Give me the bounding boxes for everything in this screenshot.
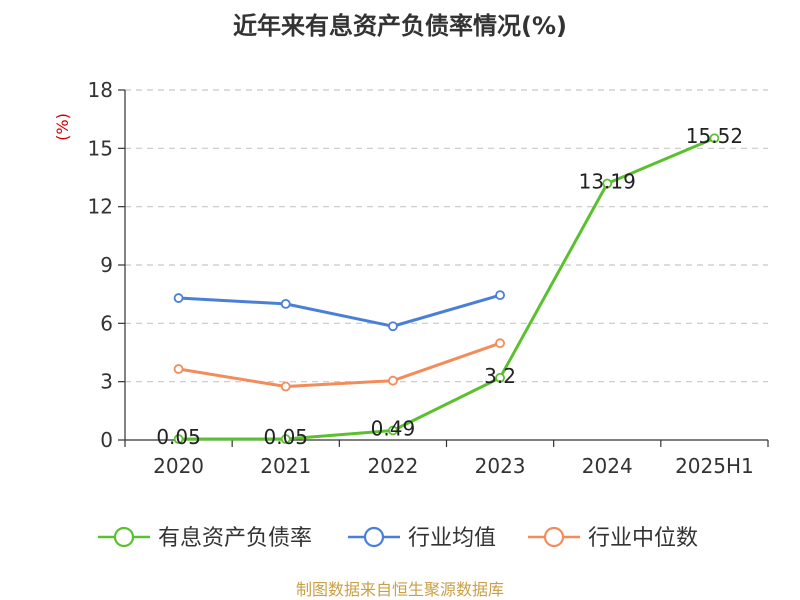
x-tick-label: 2022	[367, 454, 418, 478]
y-tick-label: 3	[100, 370, 113, 394]
data-label: 0.05	[263, 425, 308, 449]
data-label: 3.2	[484, 364, 516, 388]
y-tick-label: 9	[100, 253, 113, 277]
legend-label: 有息资产负债率	[158, 526, 312, 551]
series	[173, 133, 720, 444]
data-point	[495, 338, 505, 349]
data-point	[388, 375, 398, 386]
data-point	[495, 290, 505, 301]
x-tick-label: 2021	[260, 454, 311, 478]
series-line	[178, 341, 501, 389]
legend-label: 行业中位数	[588, 526, 698, 551]
x-tick-label: 2023	[475, 454, 526, 478]
x-tick-label: 2025H1	[675, 454, 754, 478]
y-axis-unit: (%)	[53, 113, 72, 141]
data-label: 13.19	[579, 170, 636, 194]
axes: 0 3 6 9 12 15 18 2020 2021 2022 2023 2024 2025H1	[88, 78, 769, 478]
legend-marker	[363, 526, 385, 548]
x-tick-label: 2020	[153, 454, 204, 478]
data-labels: 0.05 0.05 0.49 3.2 13.19 15.52	[156, 124, 743, 449]
chart-title: 近年来有息资产负债率情况(%)	[233, 12, 567, 40]
grid	[125, 89, 768, 383]
data-label: 0.49	[371, 416, 416, 440]
x-tick-label: 2024	[582, 454, 633, 478]
legend: 有息资产负债率 行业均值 行业中位数	[98, 526, 698, 551]
data-point	[388, 425, 398, 436]
y-tick-label: 12	[88, 195, 113, 219]
data-point	[495, 372, 505, 383]
data-point	[173, 364, 184, 374]
data-point	[173, 434, 184, 444]
series-line	[178, 293, 501, 328]
legend-marker	[543, 526, 565, 548]
data-point	[602, 178, 613, 189]
data-point	[280, 298, 291, 309]
data-point	[280, 381, 291, 392]
y-tick-label: 15	[88, 136, 113, 160]
data-point	[709, 133, 720, 144]
data-point	[388, 321, 398, 332]
source-note: 制图数据来自恒生聚源数据库	[296, 580, 504, 599]
legend-label: 行业均值	[408, 526, 496, 551]
data-label: 0.05	[156, 425, 201, 449]
y-tick-label: 18	[88, 78, 113, 102]
data-label: 15.52	[686, 124, 743, 148]
data-point	[280, 434, 291, 444]
y-tick-label: 6	[100, 311, 113, 335]
y-tick-label: 0	[100, 428, 113, 452]
series-line	[178, 136, 716, 441]
legend-marker	[113, 526, 135, 548]
data-point	[173, 293, 184, 303]
